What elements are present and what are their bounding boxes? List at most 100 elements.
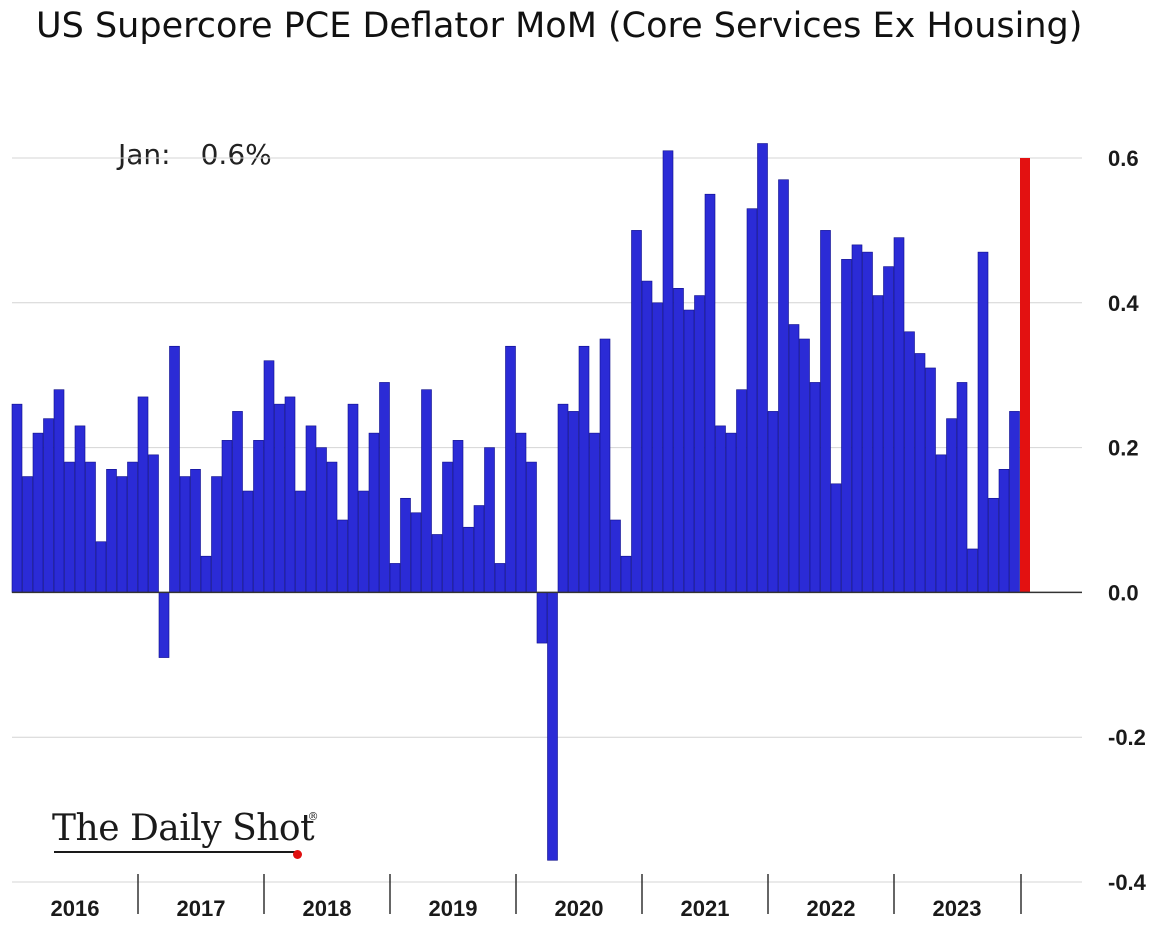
bar xyxy=(179,476,191,593)
y-tick-label: -0.4 xyxy=(1108,870,1147,895)
bar xyxy=(190,469,201,593)
bar xyxy=(442,461,453,593)
bar xyxy=(893,237,905,593)
bar xyxy=(799,338,810,593)
annotation-label: Jan: xyxy=(118,138,171,171)
bar xyxy=(400,497,411,593)
bar xyxy=(127,461,138,593)
bar xyxy=(242,490,254,593)
bar xyxy=(358,490,369,593)
bar xyxy=(967,548,978,593)
chart-title: US Supercore PCE Deflator MoM (Core Serv… xyxy=(36,6,1083,46)
bar xyxy=(883,266,894,593)
bar xyxy=(211,476,222,593)
x-tick-label: 2023 xyxy=(933,896,982,921)
bar xyxy=(956,382,968,593)
bar xyxy=(620,555,632,593)
logo-text: The Daily Shot xyxy=(52,808,315,849)
logo-red-dot xyxy=(293,850,303,859)
bar xyxy=(946,418,957,593)
bar xyxy=(347,403,359,593)
bar xyxy=(715,425,726,593)
bar xyxy=(284,396,296,593)
bar xyxy=(809,382,821,593)
bar-latest xyxy=(1020,158,1030,593)
bar xyxy=(74,425,86,593)
bars xyxy=(11,143,1030,861)
bar xyxy=(872,295,884,593)
bar xyxy=(295,490,306,593)
bar xyxy=(64,461,75,593)
bar xyxy=(589,432,600,593)
y-tick-label: 0.2 xyxy=(1108,436,1139,461)
bar xyxy=(410,512,422,593)
logo-underline xyxy=(54,851,301,853)
x-tick-label: 2022 xyxy=(807,896,856,921)
bar xyxy=(851,244,863,593)
bar xyxy=(631,230,642,593)
bar xyxy=(379,382,390,593)
bar xyxy=(200,555,212,593)
bar xyxy=(316,447,327,593)
bar xyxy=(106,469,117,593)
bar xyxy=(988,497,999,593)
bar xyxy=(473,505,485,593)
bar xyxy=(683,309,695,593)
bar xyxy=(662,150,674,593)
x-tick-label: 2017 xyxy=(177,896,226,921)
latest-value-annotation: Jan: 0.6% xyxy=(118,138,272,171)
bar xyxy=(526,461,537,593)
bar xyxy=(673,288,684,593)
bar xyxy=(274,403,285,593)
y-tick-label: 0.6 xyxy=(1108,146,1139,171)
bar xyxy=(652,302,663,593)
bar xyxy=(116,476,128,593)
bar xyxy=(484,447,495,593)
bar xyxy=(421,389,432,593)
x-tick-label: 2020 xyxy=(555,896,604,921)
bar xyxy=(830,483,842,593)
bar xyxy=(925,367,936,593)
y-tick-label: 0.0 xyxy=(1108,580,1139,605)
bar xyxy=(536,592,548,644)
axes: 0.6 0.4 0.2 0.0 -0.2 -0.4 2016 2017 2018 2019 2020… xyxy=(12,146,1147,921)
bar xyxy=(904,331,915,593)
x-tick-label: 2018 xyxy=(303,896,352,921)
bar xyxy=(95,541,107,593)
bar xyxy=(85,461,96,593)
bar xyxy=(641,280,653,593)
bar xyxy=(305,425,317,593)
bar xyxy=(757,143,768,593)
bar xyxy=(914,353,926,593)
bar xyxy=(725,432,737,593)
bar xyxy=(431,534,443,593)
bar xyxy=(137,396,149,593)
y-tick-label: -0.2 xyxy=(1108,725,1146,750)
daily-shot-logo: The Daily Shot ® xyxy=(52,808,319,859)
bar xyxy=(515,432,527,593)
x-tick-label: 2019 xyxy=(429,896,478,921)
x-tick-label: 2021 xyxy=(681,896,730,921)
x-tick-label: 2016 xyxy=(51,896,100,921)
bar xyxy=(11,403,23,593)
bar xyxy=(148,454,159,593)
bar xyxy=(599,338,611,593)
bar xyxy=(746,208,758,593)
bar xyxy=(337,519,348,593)
bar xyxy=(788,324,800,593)
bar xyxy=(221,440,233,593)
bar xyxy=(736,389,747,593)
bar xyxy=(767,411,779,593)
y-tick-label: 0.4 xyxy=(1108,291,1139,316)
bar xyxy=(463,526,474,593)
bar xyxy=(368,432,380,593)
bar xyxy=(704,193,716,593)
bar xyxy=(977,251,989,593)
bar xyxy=(32,432,44,593)
bar xyxy=(22,476,33,593)
bar xyxy=(158,592,170,658)
bar xyxy=(505,345,516,593)
bar xyxy=(326,461,338,593)
bar xyxy=(253,440,264,593)
